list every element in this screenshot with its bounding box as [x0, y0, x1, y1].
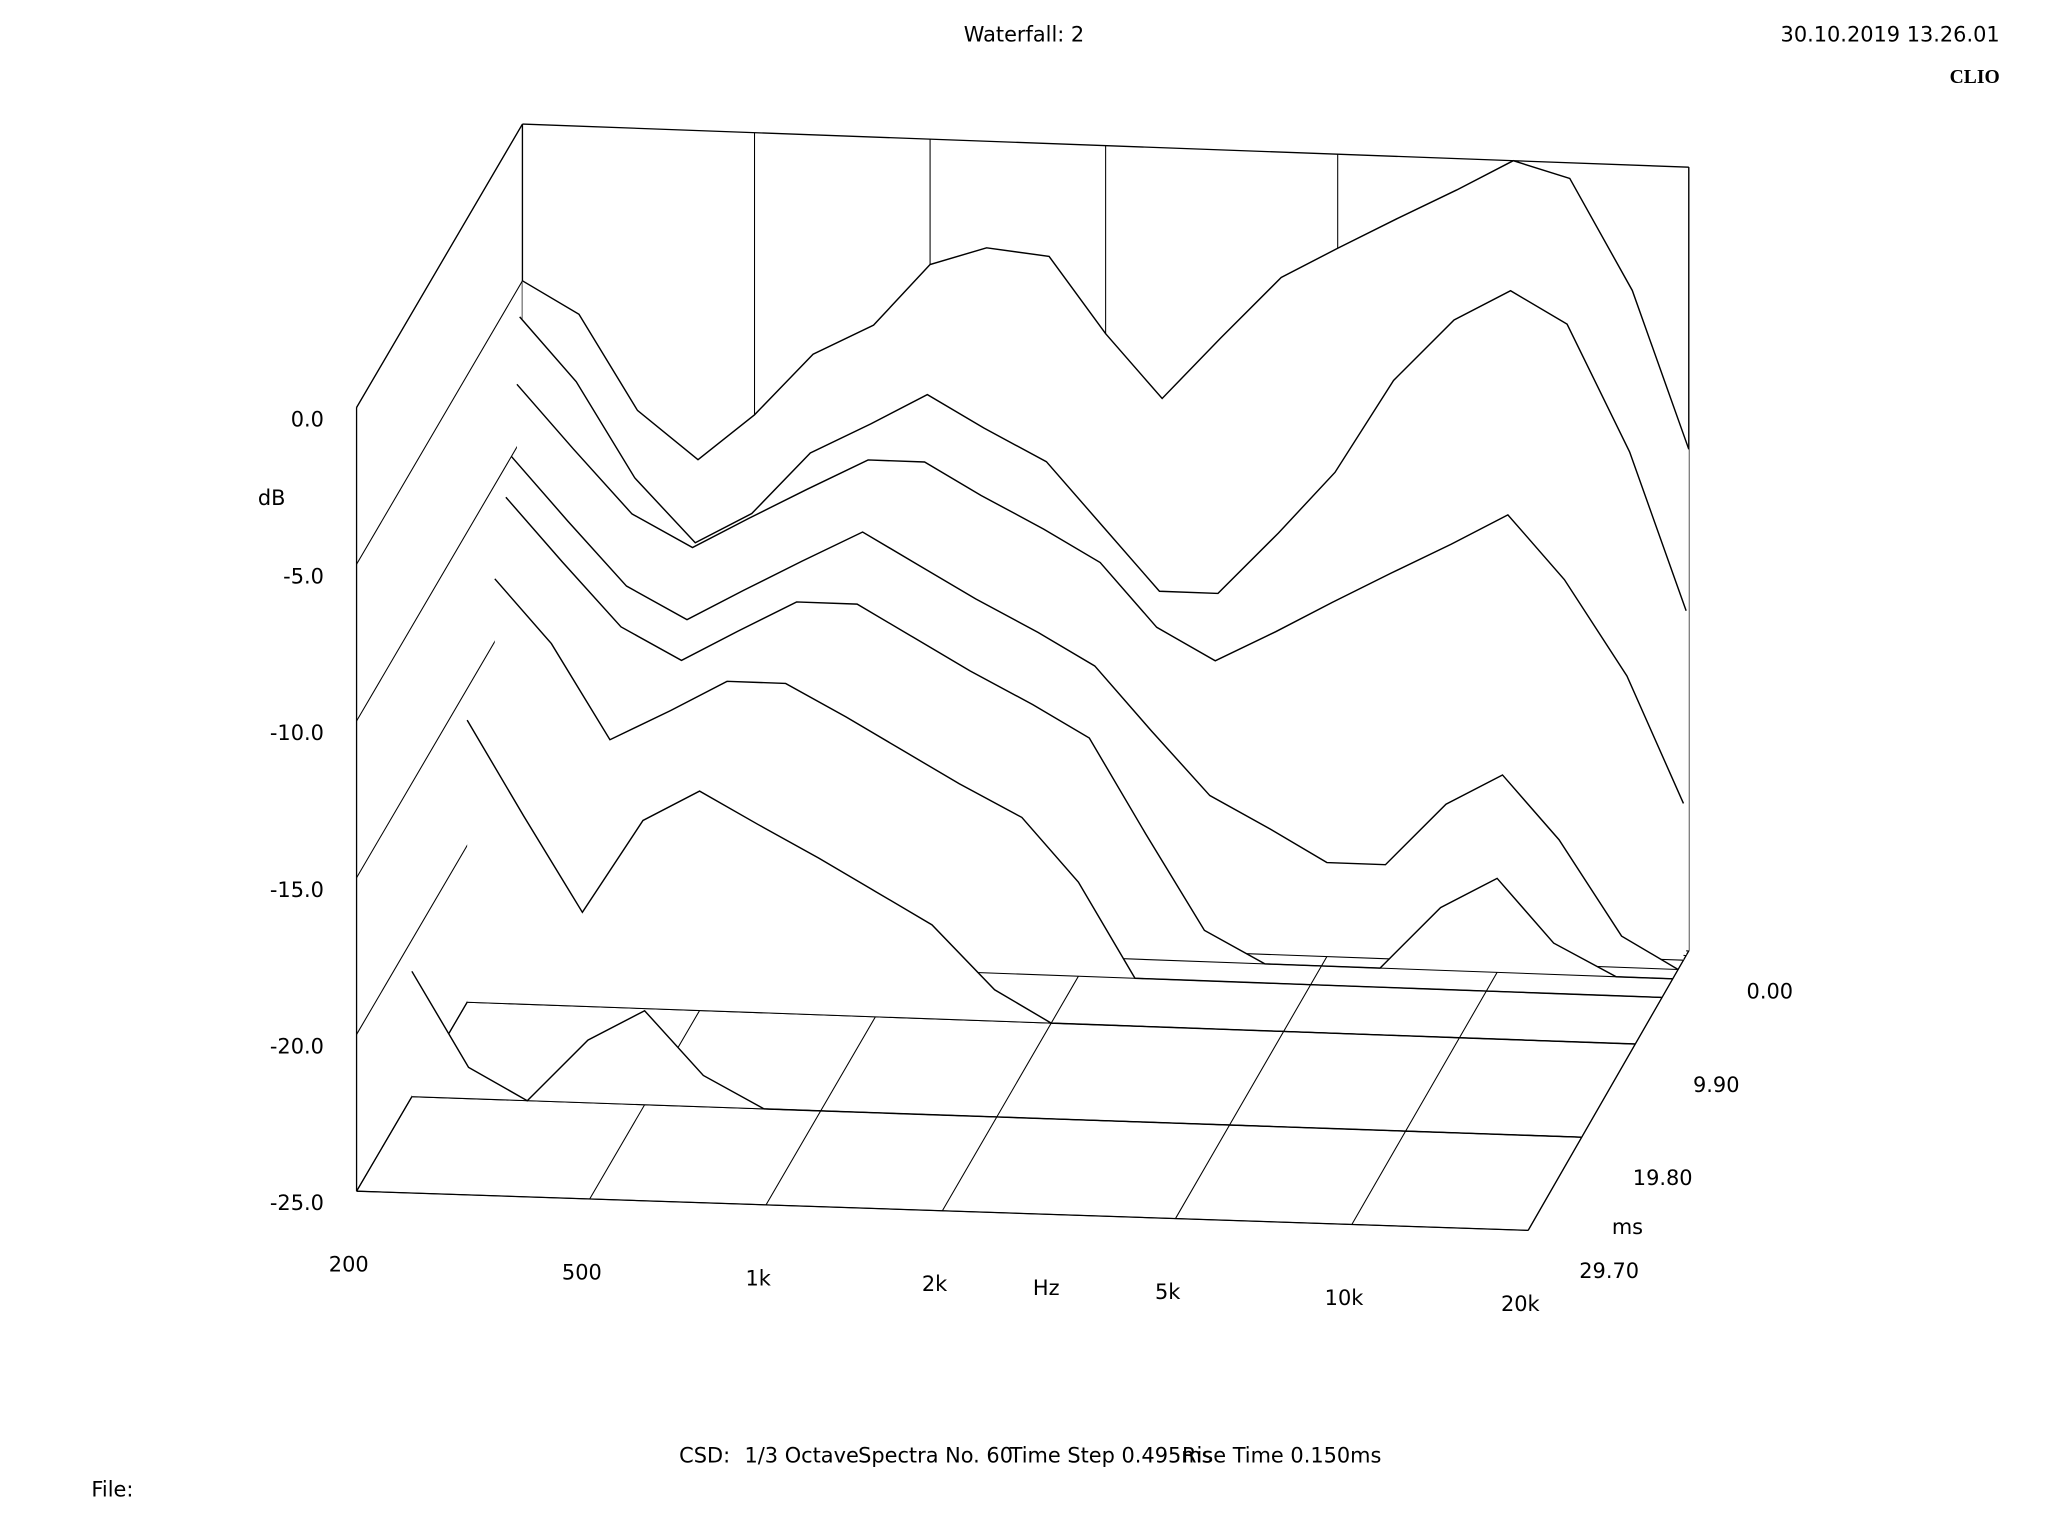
- y-axis-label: dB: [258, 486, 286, 510]
- footer-text: 1/3 Octave: [744, 1443, 858, 1467]
- footer-text: Time Step 0.495ms: [1009, 1443, 1213, 1467]
- floor-line: [411, 1096, 1582, 1138]
- spectrum-line: [516, 383, 1685, 804]
- occluder: [467, 720, 1636, 1045]
- footer-text: Spectra No. 60: [858, 1443, 1013, 1467]
- x-tick-label: 1k: [746, 1266, 772, 1290]
- y-tick-label: -5.0: [283, 564, 324, 588]
- file-label: File:: [91, 1477, 133, 1501]
- grid-line: [356, 437, 523, 722]
- grid-line: [356, 1190, 1529, 1231]
- x-axis-label: Hz: [1033, 1276, 1060, 1300]
- x-tick-label: 200: [329, 1253, 369, 1277]
- grid-line: [356, 280, 523, 565]
- z-tick-label: 29.70: [1579, 1259, 1639, 1283]
- x-tick-label: 5k: [1155, 1280, 1181, 1304]
- z-tick-label: 0.00: [1747, 980, 1793, 1004]
- chart-title: Waterfall: 2: [964, 22, 1084, 46]
- x-tick-label: 500: [562, 1260, 602, 1284]
- x-tick-label: 2k: [922, 1272, 948, 1296]
- z-tick-label: 19.80: [1633, 1166, 1693, 1190]
- z-tick-label: 9.90: [1693, 1073, 1739, 1097]
- footer-text: Rise Time 0.150ms: [1182, 1443, 1381, 1467]
- occluder: [411, 971, 1582, 1138]
- spectrum-line: [505, 496, 1673, 980]
- brand: CLIO: [1950, 67, 2000, 88]
- spectrum-line: [510, 455, 1679, 971]
- y-tick-label: -20.0: [270, 1035, 324, 1059]
- y-tick-label: -15.0: [270, 878, 324, 902]
- footer-text: CSD:: [679, 1443, 730, 1467]
- y-tick-label: -10.0: [270, 721, 324, 745]
- y-tick-label: -25.0: [270, 1191, 324, 1215]
- y-tick-label: 0.0: [291, 408, 324, 432]
- date: 30.10.2019 13.26.01: [1781, 22, 2000, 46]
- x-tick-label: 20k: [1501, 1292, 1541, 1316]
- spectrum-line: [519, 289, 1687, 611]
- grid-line: [356, 123, 523, 408]
- spectrum-line: [522, 159, 1690, 461]
- x-tick-label: 10k: [1325, 1286, 1365, 1310]
- floor-line: [467, 1001, 1636, 1045]
- z-axis-label: ms: [1612, 1215, 1643, 1239]
